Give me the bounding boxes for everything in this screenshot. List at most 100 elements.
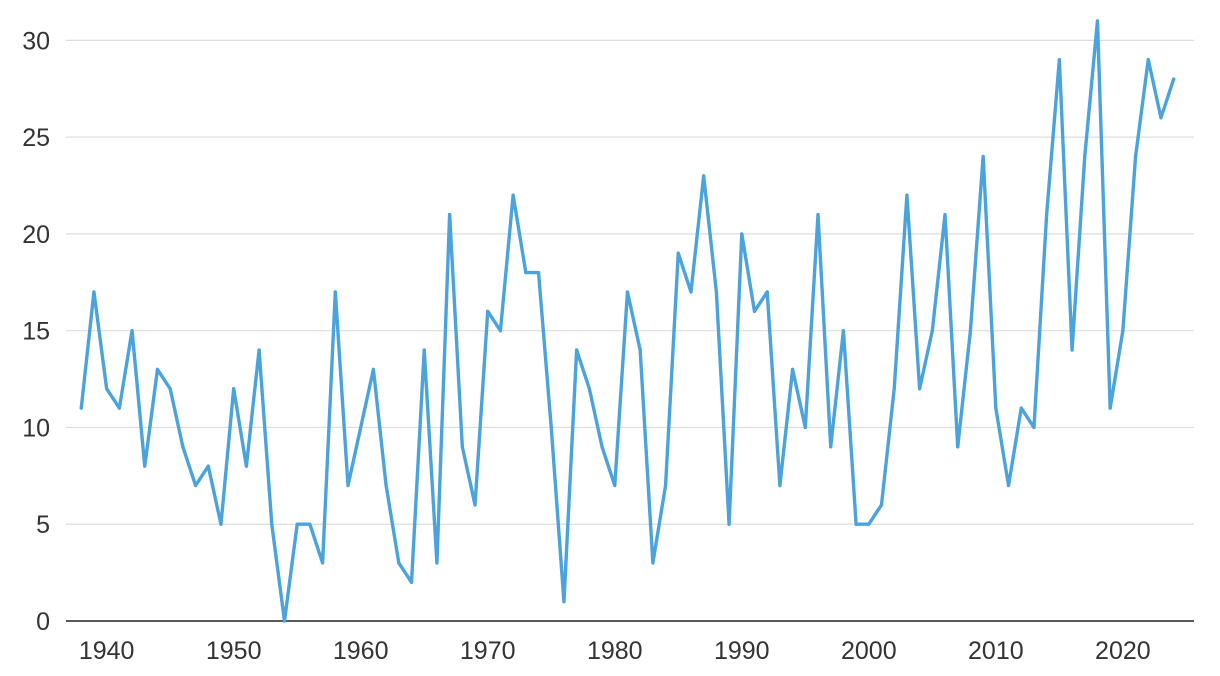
data-point-1994 bbox=[790, 367, 795, 371]
series-layer bbox=[79, 19, 1176, 623]
y-tick-label: 30 bbox=[22, 27, 50, 55]
data-point-1953 bbox=[270, 522, 274, 526]
data-point-2004 bbox=[918, 387, 922, 391]
data-point-1978 bbox=[587, 387, 591, 391]
y-tick-label: 20 bbox=[22, 221, 50, 249]
data-point-1961 bbox=[371, 367, 376, 371]
data-point-1941 bbox=[117, 406, 121, 410]
x-tick-label: 1940 bbox=[79, 637, 135, 665]
data-point-2009 bbox=[981, 154, 985, 159]
x-tick-label: 2010 bbox=[968, 637, 1024, 665]
data-point-1951 bbox=[244, 464, 248, 468]
data-point-2024 bbox=[1172, 77, 1176, 81]
data-point-2006 bbox=[943, 212, 947, 217]
x-tick-label: 2000 bbox=[841, 637, 897, 665]
data-point-1944 bbox=[155, 367, 160, 371]
data-point-1938 bbox=[79, 406, 83, 410]
x-tick-label: 1980 bbox=[587, 637, 643, 665]
data-point-1943 bbox=[143, 464, 147, 468]
data-point-1973 bbox=[524, 271, 528, 275]
data-point-2013 bbox=[1032, 425, 1036, 430]
y-axis-tick-labels: 0 5 10 15 20 25 30 bbox=[22, 27, 50, 636]
data-point-1984 bbox=[663, 483, 668, 488]
data-point-1945 bbox=[168, 387, 172, 391]
data-point-2005 bbox=[930, 329, 934, 333]
data-point-2017 bbox=[1083, 154, 1087, 159]
data-point-1987 bbox=[702, 174, 706, 178]
data-point-1997 bbox=[829, 445, 833, 449]
data-point-1992 bbox=[765, 290, 769, 294]
y-tick-label: 25 bbox=[22, 124, 50, 152]
data-point-2002 bbox=[892, 387, 896, 391]
data-point-2023 bbox=[1159, 116, 1163, 120]
y-tick-label: 0 bbox=[36, 608, 50, 636]
data-point-1960 bbox=[359, 425, 363, 430]
data-point-1966 bbox=[435, 561, 439, 565]
data-point-2003 bbox=[905, 193, 909, 197]
data-point-1952 bbox=[257, 348, 261, 352]
data-point-1993 bbox=[778, 483, 782, 488]
data-point-1939 bbox=[92, 290, 96, 294]
data-point-1955 bbox=[295, 522, 299, 526]
x-tick-label: 1960 bbox=[333, 637, 389, 665]
y-tick-label: 15 bbox=[22, 318, 50, 346]
data-point-2018 bbox=[1095, 19, 1100, 23]
y-tick-label: 10 bbox=[22, 414, 50, 442]
data-point-1991 bbox=[752, 309, 757, 313]
data-point-1969 bbox=[473, 503, 477, 507]
gridlines bbox=[66, 39, 1194, 525]
data-point-2012 bbox=[1019, 406, 1023, 410]
data-point-1988 bbox=[714, 290, 718, 294]
data-point-2007 bbox=[956, 445, 960, 449]
data-point-2021 bbox=[1133, 154, 1138, 159]
data-point-1947 bbox=[193, 483, 198, 488]
data-point-1983 bbox=[651, 561, 655, 565]
data-point-2001 bbox=[879, 503, 884, 507]
data-point-2020 bbox=[1121, 329, 1125, 333]
data-point-2011 bbox=[1006, 483, 1011, 488]
data-point-1956 bbox=[308, 522, 312, 526]
data-point-1990 bbox=[740, 232, 744, 236]
data-point-2014 bbox=[1045, 212, 1049, 217]
data-point-1940 bbox=[105, 387, 109, 391]
data-point-1999 bbox=[854, 522, 858, 526]
x-tick-label: 1990 bbox=[714, 637, 770, 665]
data-point-1985 bbox=[676, 251, 680, 255]
data-point-1971 bbox=[498, 329, 503, 333]
data-point-1982 bbox=[638, 348, 642, 352]
data-point-1959 bbox=[346, 483, 350, 488]
data-point-1995 bbox=[803, 425, 807, 430]
data-point-1981 bbox=[625, 290, 630, 294]
data-point-1946 bbox=[181, 445, 185, 449]
data-point-2015 bbox=[1057, 58, 1061, 62]
data-point-1942 bbox=[130, 329, 134, 333]
data-point-1998 bbox=[841, 329, 846, 333]
x-tick-label: 1950 bbox=[206, 637, 262, 665]
data-point-1950 bbox=[232, 387, 236, 391]
data-point-1962 bbox=[384, 483, 388, 488]
x-tick-label: 2020 bbox=[1095, 637, 1151, 665]
data-point-2008 bbox=[968, 329, 973, 333]
data-point-1958 bbox=[333, 290, 337, 294]
x-tick-label: 1970 bbox=[460, 637, 516, 665]
series-line bbox=[79, 19, 1176, 623]
x-axis-tick-labels: 1940 1950 1960 1970 1980 1990 2000 2010 2020 bbox=[79, 637, 1151, 665]
y-tick-label: 5 bbox=[36, 511, 50, 539]
data-point-2022 bbox=[1146, 58, 1150, 62]
data-point-1986 bbox=[689, 290, 693, 294]
data-point-1980 bbox=[613, 483, 617, 488]
data-point-2010 bbox=[994, 406, 998, 410]
data-point-1954 bbox=[282, 619, 287, 623]
data-point-1965 bbox=[422, 348, 426, 352]
data-point-1957 bbox=[320, 561, 325, 565]
data-point-1977 bbox=[575, 348, 579, 352]
data-point-1979 bbox=[600, 445, 604, 449]
data-point-1949 bbox=[219, 522, 223, 526]
data-point-1972 bbox=[511, 193, 515, 197]
data-point-1996 bbox=[816, 212, 820, 217]
data-point-1975 bbox=[549, 425, 553, 430]
data-point-2019 bbox=[1108, 406, 1112, 410]
data-point-2000 bbox=[867, 522, 871, 526]
data-point-1970 bbox=[486, 309, 490, 313]
